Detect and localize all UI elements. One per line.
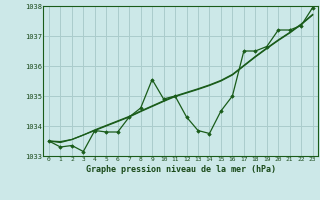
- X-axis label: Graphe pression niveau de la mer (hPa): Graphe pression niveau de la mer (hPa): [86, 165, 276, 174]
